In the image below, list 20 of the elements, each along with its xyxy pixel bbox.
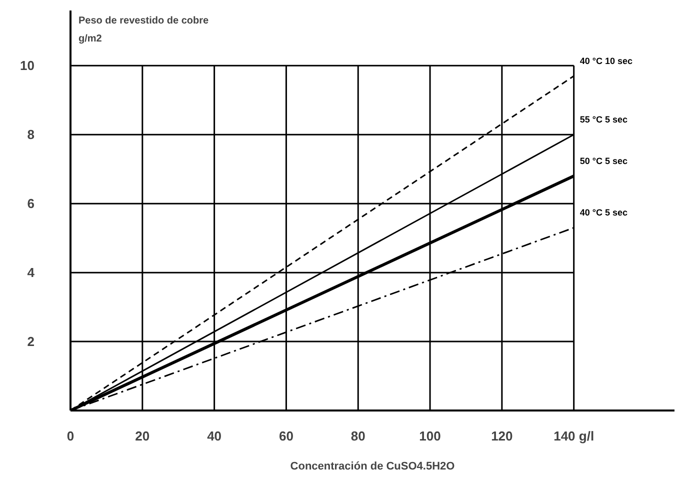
x-tick-label: 120 — [491, 428, 513, 444]
x-tick-label: 60 — [278, 428, 294, 444]
x-tick-label: 80 — [350, 428, 366, 444]
x-tick-label: 140 g/l — [554, 428, 594, 444]
y-tick-label: 4 — [27, 265, 36, 280]
x-tick-label: 100 — [419, 428, 441, 444]
series-label: 40 °C 10 sec — [580, 56, 632, 66]
y-tick-label: 6 — [27, 196, 35, 212]
annotation: g/m2 — [78, 34, 102, 44]
y-tick-label: 10 — [20, 58, 35, 74]
x-tick-label: 0 — [66, 428, 74, 444]
y-tick-label: 8 — [27, 127, 35, 142]
x-axis-title: Concentración de CuSO4.5H2O — [290, 460, 456, 472]
y-tick-label: 2 — [27, 334, 35, 350]
series-label: 50 °C 5 sec — [580, 156, 628, 166]
y-axis-title: Peso de revestido de cobre — [78, 16, 209, 26]
x-tick-label: 40 — [207, 428, 222, 444]
series-label: 40 °C 5 sec — [580, 208, 628, 218]
series-label: 55 °C 5 sec — [580, 114, 628, 125]
x-tick-label: 20 — [135, 428, 150, 444]
